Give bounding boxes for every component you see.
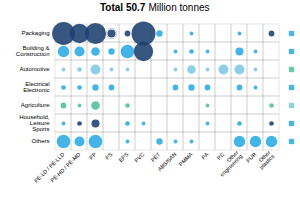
svg-text:Building &Construction: Building &Construction bbox=[16, 45, 50, 57]
svg-text:Packaging: Packaging bbox=[21, 30, 49, 36]
svg-text:PUR: PUR bbox=[245, 151, 257, 163]
svg-text:PA: PA bbox=[200, 151, 209, 160]
svg-text:PP: PP bbox=[88, 151, 98, 161]
svg-text:PS: PS bbox=[104, 151, 114, 161]
svg-text:Others: Others bbox=[31, 138, 49, 144]
svg-text:ABS/SAN: ABS/SAN bbox=[156, 151, 177, 172]
svg-text:Household,LeisureSports: Household,LeisureSports bbox=[19, 114, 50, 132]
svg-text:PE-HD / PE-MD: PE-HD / PE-MD bbox=[49, 151, 81, 183]
svg-text:Otherplastics: Otherplastics bbox=[254, 149, 275, 170]
svg-text:PVC: PVC bbox=[133, 151, 145, 163]
svg-text:PET: PET bbox=[150, 151, 162, 163]
svg-text:ElectricalElectronic: ElectricalElectronic bbox=[23, 81, 49, 93]
svg-text:EPS: EPS bbox=[117, 151, 129, 163]
html-text:Total 50.7 Million tonnes: Total 50.7 Million tonnes bbox=[100, 2, 210, 13]
svg-text:PC: PC bbox=[216, 151, 226, 161]
svg-text:PE-LD / PE-LLD: PE-LD / PE-LLD bbox=[32, 151, 66, 184]
svg-text:PMMA: PMMA bbox=[178, 151, 194, 167]
svg-text:Agriculture: Agriculture bbox=[21, 102, 50, 108]
svg-text:Automotive: Automotive bbox=[19, 66, 50, 72]
svg-text:Otherengineering: Otherengineering bbox=[215, 149, 244, 178]
